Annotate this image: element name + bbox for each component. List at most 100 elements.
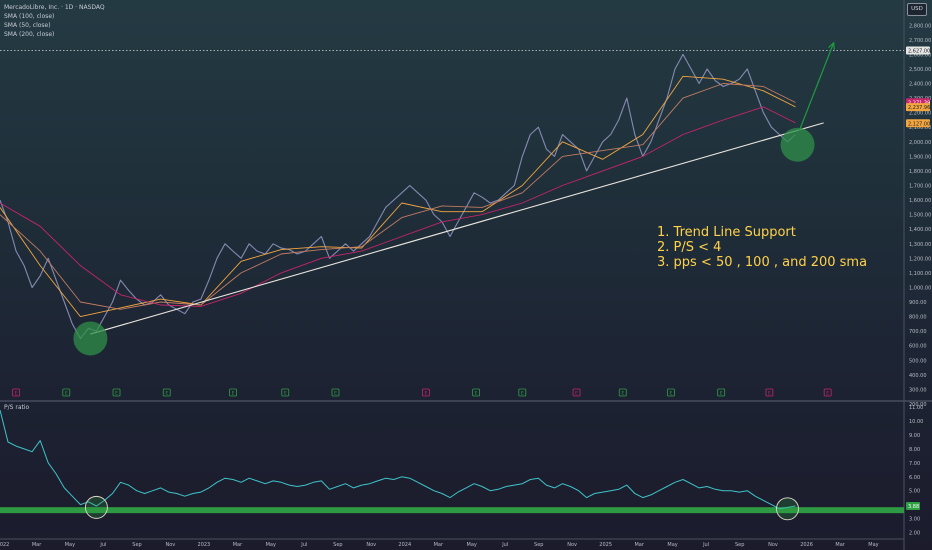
time-tick-label: May bbox=[667, 542, 677, 548]
ps-tick-label: 8.00 bbox=[909, 447, 920, 453]
price-tick-label: 2,700.00 bbox=[909, 38, 931, 44]
price-axis-badge bbox=[906, 119, 930, 128]
price-tick-label: 2,500.00 bbox=[909, 67, 931, 73]
ps-ratio-line bbox=[0, 409, 796, 510]
price-tick-label: 2,400.00 bbox=[909, 82, 931, 88]
legend-sma50: SMA (50, close) bbox=[4, 22, 51, 29]
legend-symbol: MercadoLibre, Inc. · 1D · NASDAQ bbox=[4, 4, 105, 11]
price-tick-label: 1,200.00 bbox=[909, 256, 931, 262]
time-tick-label: 2024 bbox=[398, 542, 411, 548]
earnings-marker-label: E bbox=[621, 391, 624, 397]
time-tick-label: Mar bbox=[835, 542, 845, 548]
price-tick-label: 200.00 bbox=[909, 402, 927, 408]
earnings-marker bbox=[618, 388, 627, 397]
sma100-line bbox=[0, 83, 796, 310]
price-axis-badge-label: 2,627.00 bbox=[908, 48, 930, 54]
ps-tick-label: 9.00 bbox=[909, 433, 920, 439]
ps-tick-label: 5.00 bbox=[909, 489, 920, 495]
price-axis-badge-label: 2,237.96 bbox=[908, 105, 930, 111]
time-tick-label: Jul bbox=[300, 542, 307, 548]
time-tick-label: Sep bbox=[735, 542, 744, 548]
time-tick-label: 2022 bbox=[0, 542, 9, 548]
earnings-marker bbox=[765, 388, 774, 397]
price-tick-label: 400.00 bbox=[909, 373, 927, 379]
time-tick-label: Jul bbox=[501, 542, 508, 548]
time-tick-label: May bbox=[65, 542, 75, 548]
annotation-line-3: 3. pps < 50 , 100 , and 200 sma bbox=[657, 255, 868, 270]
earnings-marker bbox=[518, 388, 527, 397]
earnings-marker-label: E bbox=[424, 391, 427, 397]
annotation-text: 1. Trend Line Support 2. P/S < 4 3. pps … bbox=[657, 225, 867, 270]
projection-arrow-head bbox=[828, 41, 835, 50]
earnings-marker bbox=[162, 388, 171, 397]
price-tick-label: 1,300.00 bbox=[909, 242, 931, 248]
ps-support-band bbox=[0, 507, 904, 514]
earnings-marker bbox=[823, 388, 832, 397]
sma200-line bbox=[0, 106, 796, 307]
earnings-marker bbox=[421, 388, 430, 397]
projection-arrow-shaft bbox=[798, 42, 835, 131]
price-tick-label: 2,100.00 bbox=[909, 125, 931, 131]
earnings-marker-label: E bbox=[165, 391, 168, 397]
price-tick-label: 1,700.00 bbox=[909, 184, 931, 190]
time-tick-label: 2025 bbox=[599, 542, 612, 548]
ps-tick-label: 2.00 bbox=[909, 530, 920, 536]
earnings-marker-label: E bbox=[232, 391, 235, 397]
earnings-marker-label: E bbox=[768, 391, 771, 397]
time-tick-label: Mar bbox=[233, 542, 243, 548]
price-tick-label: 1,900.00 bbox=[909, 154, 931, 160]
earnings-marker bbox=[112, 388, 121, 397]
support-highlight-circle bbox=[73, 321, 108, 356]
price-tick-label: 800.00 bbox=[909, 315, 927, 321]
earnings-marker bbox=[717, 388, 726, 397]
ps-tick-label: 11.00 bbox=[909, 405, 923, 411]
trendline bbox=[90, 122, 824, 335]
price-tick-label: 2,200.00 bbox=[909, 111, 931, 117]
time-tick-label: 2026 bbox=[800, 542, 813, 548]
earnings-marker-label: E bbox=[670, 391, 673, 397]
earnings-marker-label: E bbox=[720, 391, 723, 397]
ps-highlight-circle bbox=[776, 497, 799, 521]
time-tick-label: 2023 bbox=[198, 542, 211, 548]
time-tick-label: Nov bbox=[366, 542, 376, 548]
earnings-marker bbox=[331, 388, 340, 397]
price-line bbox=[0, 53, 796, 340]
earnings-marker bbox=[472, 388, 481, 397]
price-tick-label: 300.00 bbox=[909, 387, 927, 393]
ps-panel-label: P/S ratio bbox=[4, 404, 30, 411]
time-tick-label: May bbox=[266, 542, 276, 548]
time-tick-label: Jul bbox=[99, 542, 106, 548]
earnings-marker bbox=[667, 388, 675, 397]
ps-current-badge bbox=[906, 501, 920, 510]
earnings-marker bbox=[572, 388, 581, 397]
time-tick-label: Nov bbox=[567, 542, 577, 548]
earnings-marker-label: E bbox=[115, 391, 118, 397]
time-tick-label: Mar bbox=[32, 542, 42, 548]
price-tick-label: 700.00 bbox=[909, 329, 927, 335]
earnings-marker-label: E bbox=[65, 391, 68, 397]
earnings-marker-label: E bbox=[334, 391, 337, 397]
annotation-line-2: 2. P/S < 4 bbox=[657, 240, 722, 255]
time-tick-label: Mar bbox=[634, 542, 644, 548]
ps-tick-label: 3.00 bbox=[909, 517, 920, 523]
currency-button[interactable]: USD bbox=[907, 3, 927, 16]
price-tick-label: 1,400.00 bbox=[909, 227, 931, 233]
price-tick-label: 1,100.00 bbox=[909, 271, 931, 277]
earnings-marker-label: E bbox=[575, 391, 578, 397]
annotation-line-1: 1. Trend Line Support bbox=[657, 225, 796, 240]
ps-tick-label: 10.00 bbox=[909, 419, 923, 425]
sma50-line bbox=[0, 75, 796, 318]
time-tick-label: Sep bbox=[132, 542, 141, 548]
earnings-marker bbox=[62, 388, 71, 397]
support-highlight-circle bbox=[780, 127, 815, 162]
legend-sma100: SMA (100, close) bbox=[4, 13, 55, 20]
earnings-marker-label: E bbox=[475, 391, 478, 397]
time-tick-label: Nov bbox=[768, 542, 778, 548]
price-axis-badge bbox=[906, 103, 930, 112]
price-tick-label: 1,600.00 bbox=[909, 198, 931, 204]
ps-highlight-circle bbox=[84, 495, 108, 519]
legend-sma200: SMA (200, close) bbox=[4, 31, 55, 38]
time-tick-label: May bbox=[868, 542, 878, 548]
earnings-marker bbox=[281, 388, 290, 397]
